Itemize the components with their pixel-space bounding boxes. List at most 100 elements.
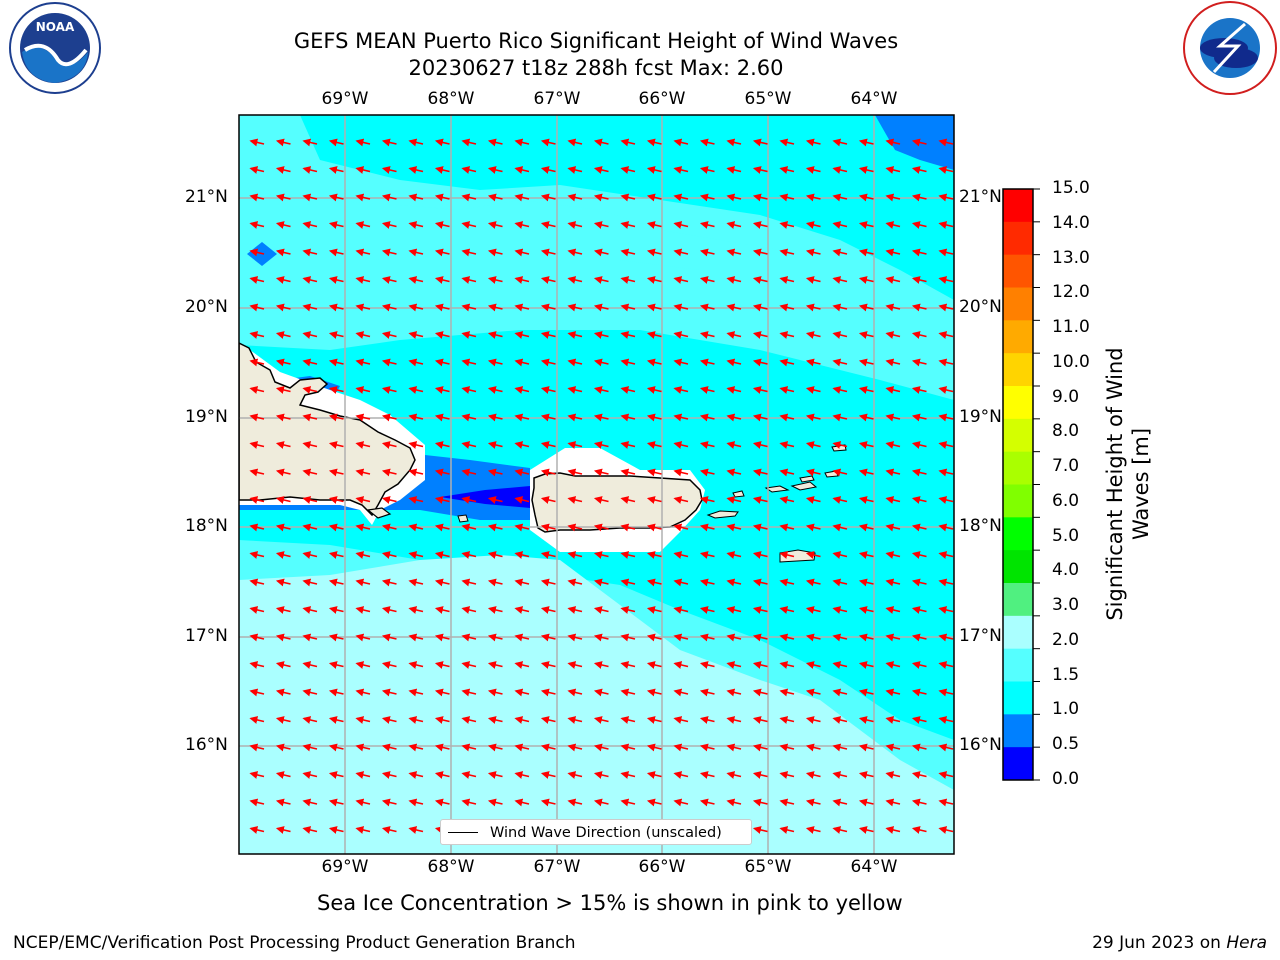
wave-direction-arrow (381, 276, 397, 284)
wave-direction-arrow (540, 771, 556, 779)
wave-direction-arrow (752, 716, 768, 724)
wave-direction-arrow (381, 716, 397, 724)
wave-direction-arrow (805, 468, 821, 477)
wave-direction-arrow (275, 166, 291, 174)
wave-direction-arrow (593, 523, 609, 532)
wave-direction-arrow (302, 193, 318, 202)
wave-direction-arrow (249, 578, 265, 587)
wave-direction-arrow (858, 248, 874, 257)
wave-direction-arrow (275, 688, 291, 697)
wave-direction-arrow (328, 221, 344, 229)
colorbar-segment (1003, 648, 1033, 682)
wave-direction-arrow (328, 688, 344, 697)
wave-direction-arrow (779, 688, 795, 697)
wave-direction-arrow (620, 551, 636, 559)
wave-direction-arrow (938, 606, 954, 614)
wave-direction-arrow (328, 661, 344, 669)
wave-direction-arrow (646, 413, 662, 422)
wave-direction-arrow (699, 166, 715, 174)
wave-band-2-0 (239, 555, 954, 854)
colorbar-segment (1003, 681, 1033, 715)
wave-direction-arrow (302, 276, 318, 284)
wave-direction-arrow (620, 248, 636, 257)
wave-direction-arrow (275, 413, 291, 422)
wave-direction-arrow (832, 358, 848, 367)
wave-direction-arrow (355, 303, 371, 312)
wave-direction-arrow (461, 386, 477, 394)
wave-direction-arrow (408, 798, 424, 807)
wave-direction-arrow (487, 138, 503, 147)
wave-direction-arrow (699, 688, 715, 697)
wave-direction-arrow (540, 716, 556, 724)
wave-direction-arrow (673, 523, 689, 532)
wave-direction-arrow (461, 743, 477, 752)
wave-direction-arrow (567, 248, 583, 257)
wave-direction-arrow (620, 441, 636, 449)
colorbar-tick-label: 0.5 (1052, 734, 1080, 755)
wave-direction-arrow (355, 413, 371, 422)
wave-direction-arrow (726, 743, 742, 752)
wave-direction-arrow (938, 771, 954, 779)
land-st-thomas (764, 485, 790, 493)
colorbar-tick-label: 11.0 (1052, 317, 1090, 338)
wave-direction-arrow (911, 606, 927, 614)
wave-direction-arrow (832, 221, 848, 229)
wave-direction-arrow (514, 716, 530, 724)
wave-direction-arrow (302, 716, 318, 724)
wave-direction-arrow (832, 248, 848, 257)
wave-direction-arrow (805, 138, 821, 147)
wave-direction-arrow (328, 193, 344, 202)
wave-direction-arrow (593, 386, 609, 394)
wave-direction-arrow (487, 468, 503, 477)
wave-band-north (239, 190, 780, 270)
wave-direction-arrow (249, 716, 265, 724)
wave-direction-arrow (487, 606, 503, 614)
wave-direction-arrow (434, 468, 450, 477)
wave-direction-arrow (328, 523, 344, 532)
wave-direction-arrow (885, 276, 901, 284)
wave-direction-arrow (302, 413, 318, 422)
wave-direction-arrow (673, 441, 689, 449)
wave-direction-arrow (832, 276, 848, 284)
wave-direction-arrow (938, 331, 954, 339)
colorbar-frame (1002, 188, 1034, 781)
wave-direction-arrow (567, 496, 583, 504)
wave-direction-arrow (408, 441, 424, 449)
wave-direction-arrow (911, 826, 927, 834)
wave-direction-arrow (567, 606, 583, 614)
wave-direction-arrow (646, 688, 662, 697)
wave-direction-arrow (805, 743, 821, 752)
wave-direction-arrow (249, 661, 265, 669)
wave-direction-arrow (434, 523, 450, 532)
wave-direction-arrow (938, 798, 954, 807)
wave-direction-arrow (726, 441, 742, 449)
colorbar-tick-label: 8.0 (1052, 421, 1080, 442)
wave-direction-arrow (487, 248, 503, 257)
wave-direction-arrow (699, 468, 715, 477)
wave-direction-arrow (938, 413, 954, 422)
wave-direction-arrow (434, 606, 450, 614)
wave-direction-arrow (832, 688, 848, 697)
wave-direction-arrow (302, 441, 318, 449)
wave-direction-arrow (646, 771, 662, 779)
wave-direction-arrow (514, 661, 530, 669)
lat-label-left-20n: 20°N (185, 297, 228, 317)
wave-direction-arrow (752, 606, 768, 614)
wave-direction-arrow (249, 688, 265, 697)
wave-direction-arrow (779, 413, 795, 422)
wave-direction-arrow (567, 138, 583, 147)
wave-direction-arrow (699, 193, 715, 202)
wave-direction-arrow (699, 798, 715, 807)
wave-direction-arrow (381, 523, 397, 532)
wave-direction-arrow (673, 358, 689, 367)
wave-direction-arrow (726, 386, 742, 394)
wave-direction-arrow (302, 166, 318, 174)
wave-direction-arrow (514, 276, 530, 284)
lon-label-bottom-64w: 64°W (850, 857, 898, 877)
wave-direction-arrow (885, 441, 901, 449)
wave-direction-arrow (620, 413, 636, 422)
colorbar-tick-label: 6.0 (1052, 490, 1080, 511)
wave-direction-arrow (302, 661, 318, 669)
wave-direction-arrow (911, 166, 927, 174)
